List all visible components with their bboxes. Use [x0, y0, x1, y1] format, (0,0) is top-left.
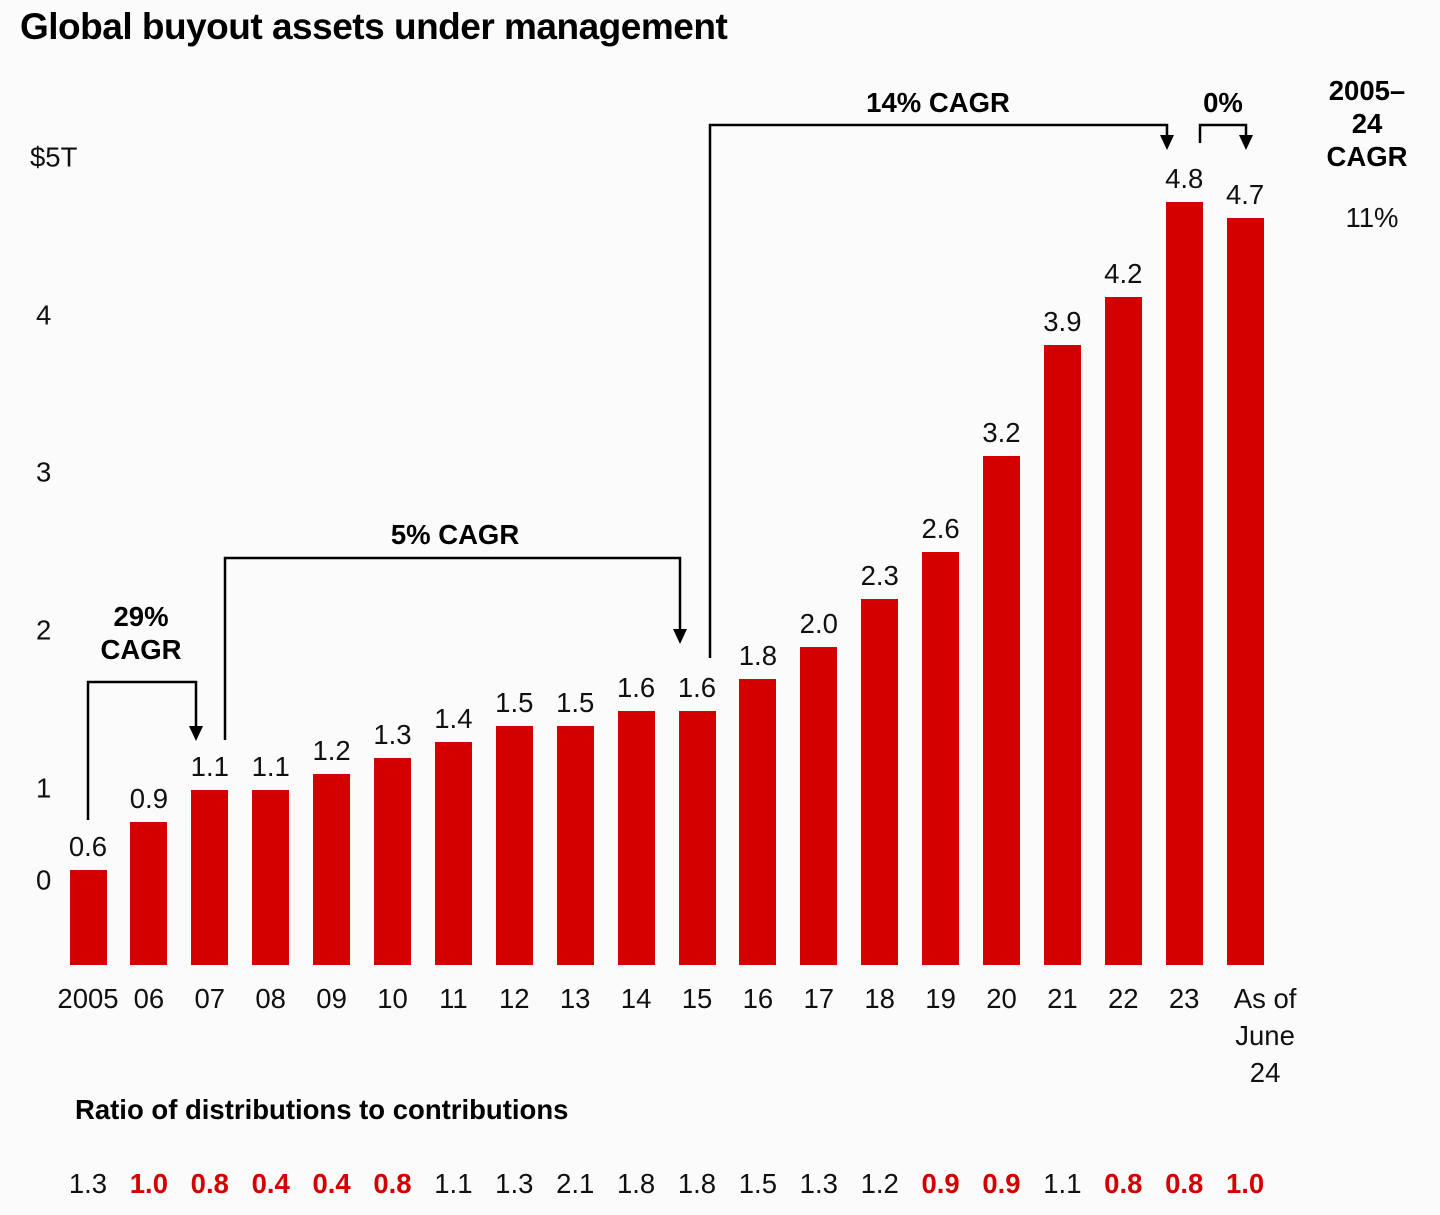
ratio-value: 1.3 — [68, 1168, 108, 1199]
bar-18 — [861, 599, 899, 965]
x-axis-label: 10 — [377, 983, 408, 1014]
x-axis-label: 12 — [499, 983, 530, 1014]
ratio-value: 1.8 — [616, 1168, 656, 1199]
annotation-2005-24-cagr-heading: 2005–24 CAGR — [1326, 75, 1408, 172]
y-axis-tick-0: 0 — [36, 864, 52, 896]
ratio-value: 1.2 — [860, 1168, 899, 1199]
ratio-value: 0.4 — [251, 1168, 290, 1199]
ratio-value: 1.3 — [799, 1168, 838, 1199]
y-axis-tick-2: 2 — [36, 614, 52, 646]
ratio-value: 0.8 — [1165, 1168, 1204, 1199]
bar-16 — [739, 679, 777, 965]
bar-14 — [617, 711, 655, 965]
chart-title: Global buyout assets under management — [20, 6, 728, 47]
ratio-value: 0.8 — [190, 1168, 229, 1199]
bar-value-label: 1.2 — [312, 735, 351, 766]
bar-17 — [800, 647, 838, 965]
ratio-value: 1.3 — [495, 1168, 534, 1199]
annotation-14pct-cagr: 14% CAGR — [866, 87, 1010, 118]
ratio-value: 0.9 — [921, 1168, 960, 1199]
bar-20 — [983, 456, 1020, 965]
bar-value-label: 1.1 — [251, 751, 290, 782]
x-axis-label: As of June 24 — [1233, 983, 1297, 1088]
bar-23 — [1165, 202, 1203, 965]
y-axis-tick-4: 4 — [36, 299, 52, 331]
ratio-value: 0.4 — [312, 1168, 351, 1199]
bar-value-label: 3.9 — [1043, 306, 1082, 337]
ratio-value: 1.0 — [129, 1168, 168, 1199]
arrow-down-icon — [1160, 135, 1174, 150]
bar-value-label: 1.6 — [677, 672, 717, 703]
x-axis-label: 09 — [316, 983, 347, 1014]
x-axis-label: 13 — [559, 983, 591, 1014]
bar-22 — [1104, 297, 1142, 965]
x-axis-label: 22 — [1108, 983, 1139, 1014]
bar-value-label: 3.2 — [982, 417, 1021, 448]
bar-19 — [922, 552, 960, 965]
x-axis-label: 14 — [620, 983, 652, 1014]
x-axis-label: 08 — [255, 983, 286, 1014]
x-axis-label: 19 — [925, 983, 956, 1014]
bar-value-label: 2.6 — [921, 513, 960, 544]
bar-value-label: 4.7 — [1225, 179, 1265, 210]
bar-value-label: 2.3 — [860, 560, 899, 591]
bar-value-label: 0.9 — [129, 783, 168, 814]
bar-07 — [191, 790, 229, 965]
ratio-value: 1.0 — [1225, 1168, 1265, 1199]
ratio-value: 1.5 — [738, 1168, 777, 1199]
ratio-value: 1.1 — [434, 1168, 473, 1199]
x-axis-label: 06 — [133, 983, 165, 1014]
ratio-heading: Ratio of distributions to contributions — [75, 1094, 569, 1125]
bar-value-label: 4.2 — [1104, 258, 1143, 289]
x-axis-label: 2005 — [57, 983, 119, 1014]
bar-as-of-june-24 — [1226, 218, 1264, 965]
bar-value-label: 2.0 — [799, 608, 838, 639]
bar-09 — [313, 774, 351, 965]
arrow-down-icon — [673, 629, 687, 644]
bar-value-label: 0.6 — [68, 831, 108, 862]
x-axis-label: 20 — [986, 983, 1017, 1014]
bar-15 — [678, 711, 716, 965]
x-axis-label: 11 — [439, 983, 468, 1014]
ratio-value: 1.1 — [1043, 1168, 1082, 1199]
arrow-down-icon — [189, 726, 203, 741]
x-axis-label: 17 — [803, 983, 835, 1014]
bar-10 — [374, 758, 411, 965]
ratio-value: 2.1 — [556, 1168, 595, 1199]
ratio-value: 1.8 — [677, 1168, 717, 1199]
x-axis-label: 23 — [1168, 983, 1200, 1014]
y-axis-tick-5T: $5T — [30, 141, 78, 173]
bar-value-label: 4.8 — [1165, 163, 1204, 194]
annotation-5pct-cagr: 5% CAGR — [390, 519, 520, 550]
ratio-value: 0.9 — [982, 1168, 1021, 1199]
annotation-29pct-cagr: 29% CAGR — [100, 601, 182, 665]
bar-12 — [495, 726, 533, 965]
bar-13 — [556, 726, 594, 965]
ratio-value: 0.8 — [373, 1168, 412, 1199]
bar-06 — [130, 822, 168, 965]
bar-2005 — [69, 870, 107, 965]
y-axis-tick-3: 3 — [36, 456, 52, 488]
arrow-down-icon — [1239, 135, 1253, 150]
annotation-0pct-cagr: 0% — [1203, 87, 1243, 118]
bar-21 — [1043, 345, 1081, 965]
x-axis-label: 18 — [864, 983, 895, 1014]
bar-11 — [434, 742, 472, 965]
x-axis-label: 07 — [194, 983, 226, 1014]
annotation-2005-24-cagr-value: 11% — [1345, 202, 1399, 233]
bar-value-label: 1.8 — [738, 640, 777, 671]
y-axis-tick-1: 1 — [36, 772, 52, 804]
x-axis-label: 16 — [742, 983, 774, 1014]
bracket-0pct — [1198, 123, 1248, 143]
x-axis-label: 21 — [1047, 983, 1078, 1014]
bar-08 — [252, 790, 290, 965]
ratio-value: 0.8 — [1104, 1168, 1143, 1199]
x-axis-label: 15 — [681, 983, 713, 1014]
